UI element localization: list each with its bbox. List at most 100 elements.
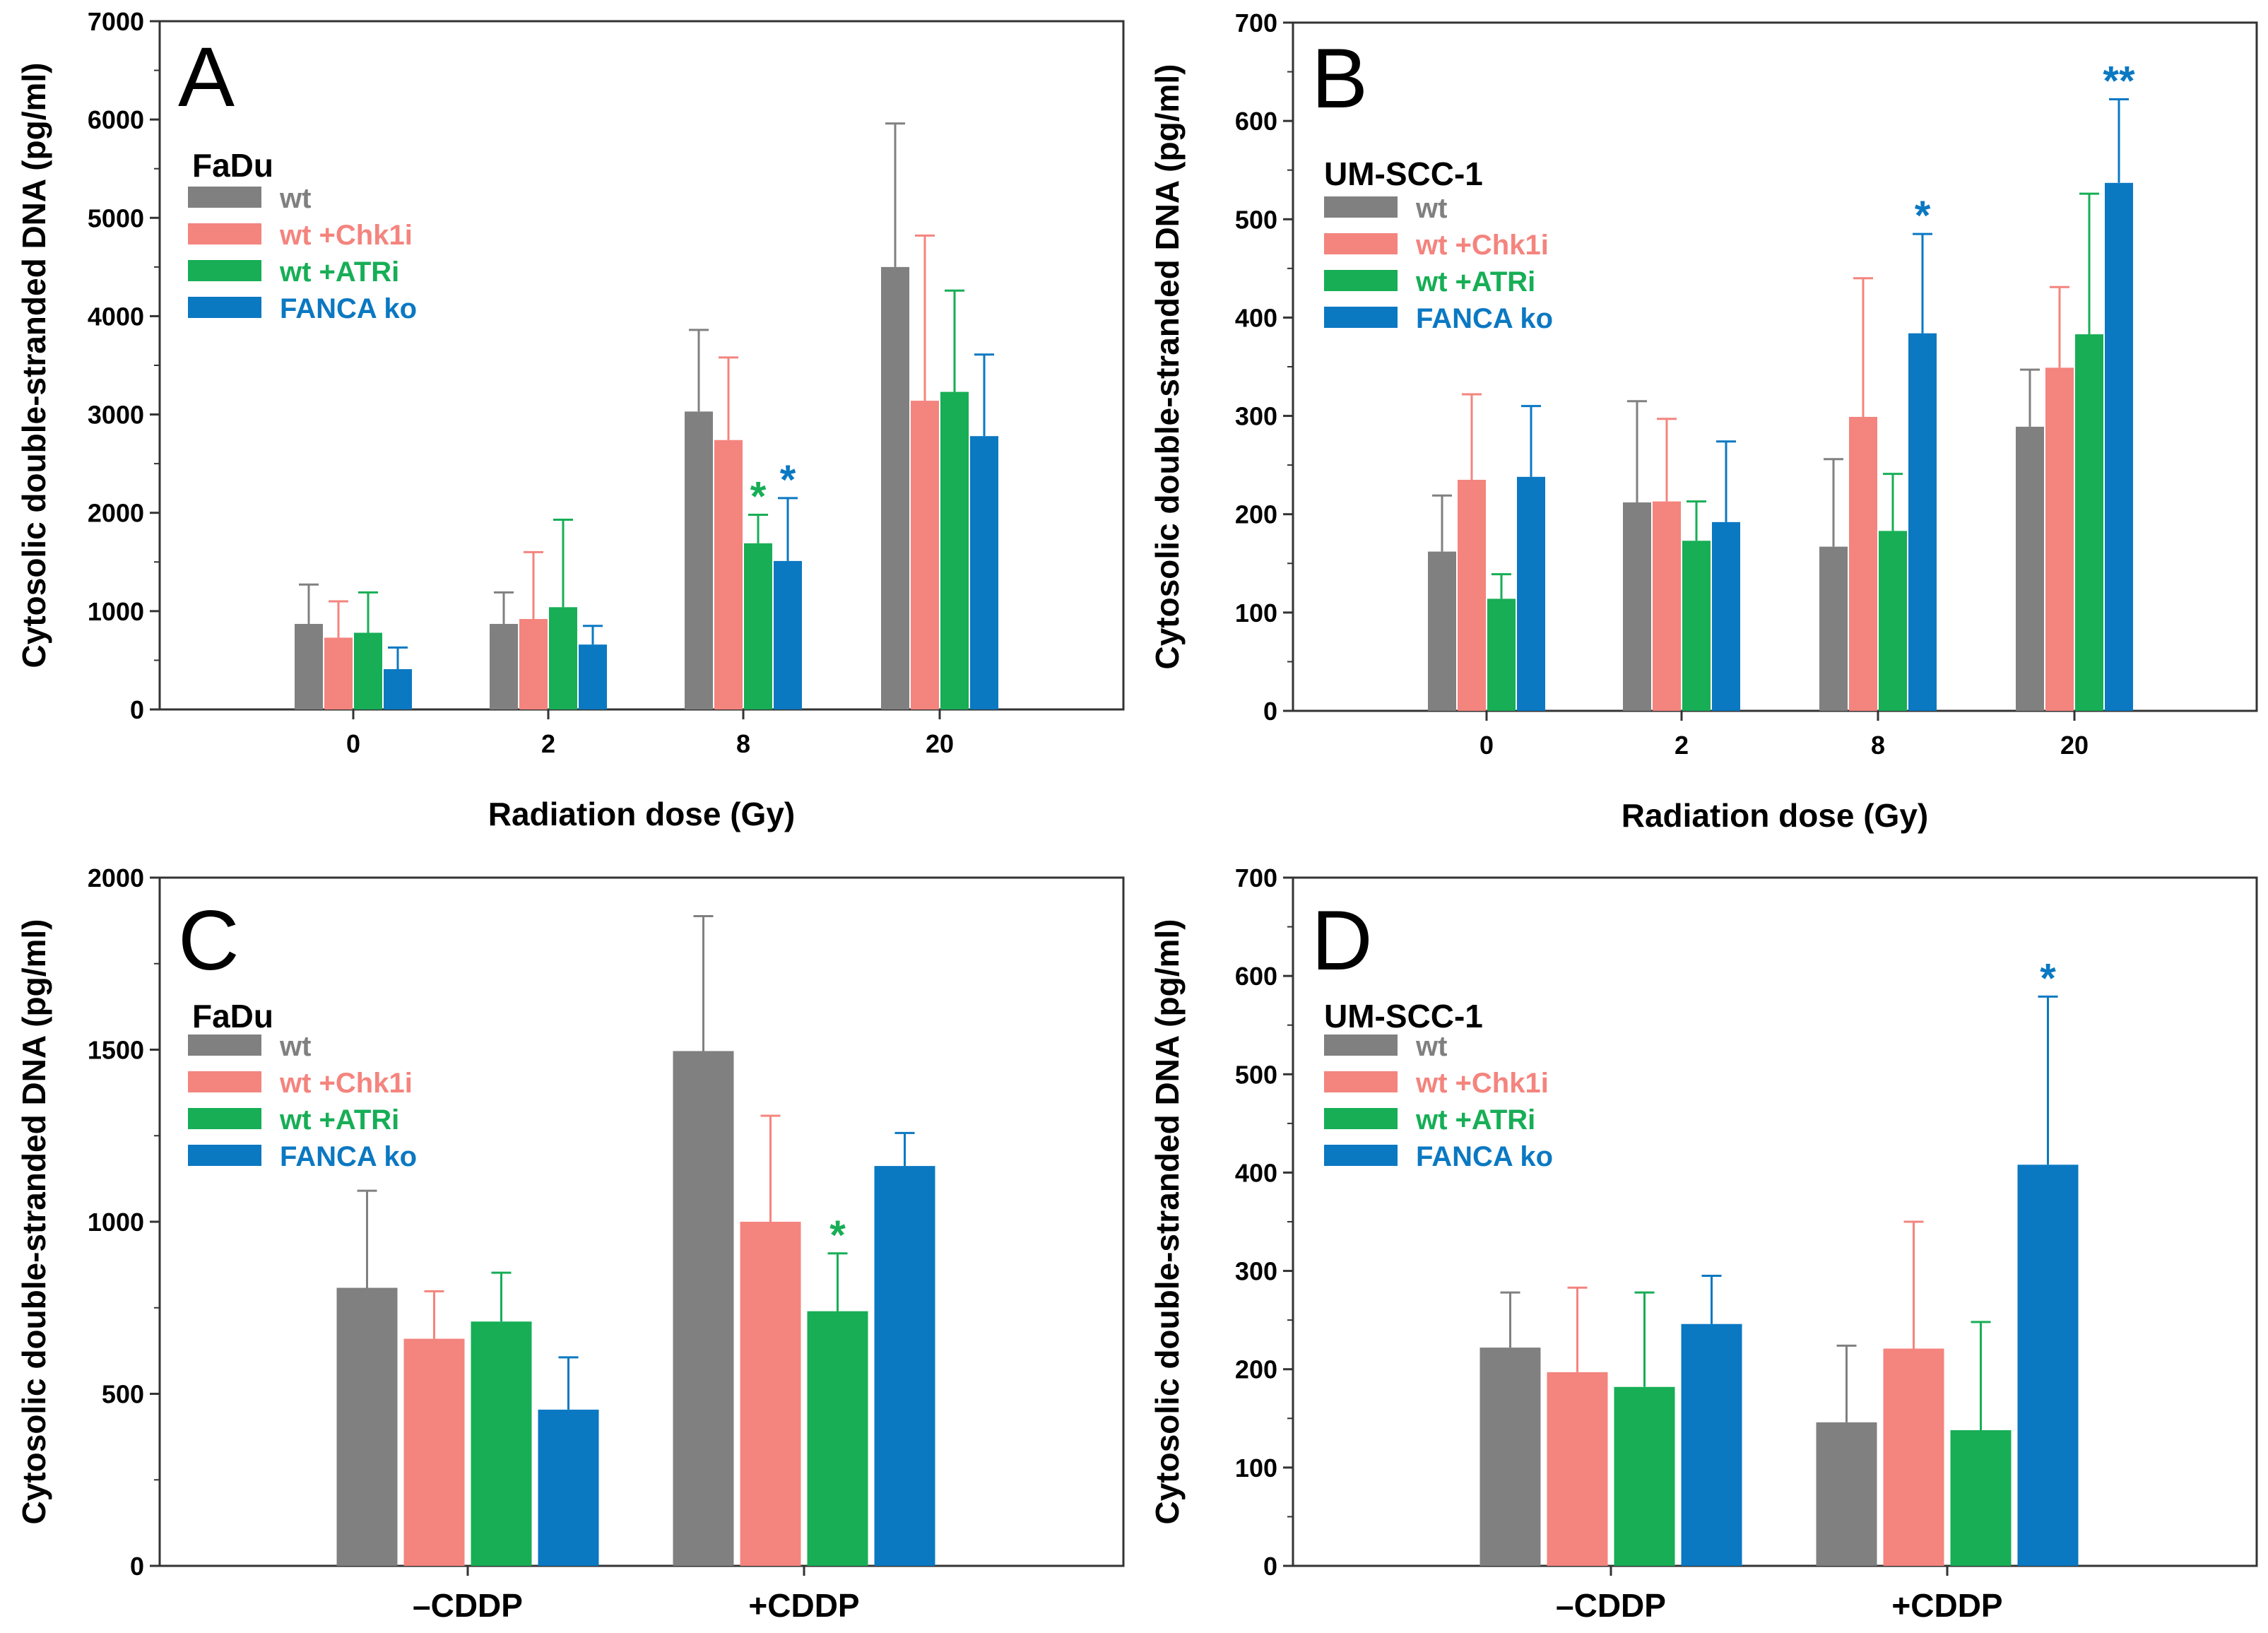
x-tick-label: 0 xyxy=(1479,731,1494,760)
y-tick-label: 500 xyxy=(102,1380,144,1409)
y-axis-title: Cytosolic double-stranded DNA (pg/ml) xyxy=(16,919,52,1525)
x-tick-label: 0 xyxy=(346,729,360,758)
y-tick-label: 400 xyxy=(1235,1158,1277,1187)
legend: wt wt +Chk1i wt +ATRi FANCA ko xyxy=(1324,1031,1553,1172)
y-tick-label: 7000 xyxy=(88,7,144,36)
legend-swatch xyxy=(1324,270,1398,291)
bar xyxy=(2045,367,2074,711)
bar xyxy=(1614,1386,1675,1566)
x-tick-label: –CDDP xyxy=(413,1587,523,1624)
y-tick-label: 200 xyxy=(1235,1355,1277,1384)
legend-label: FANCA ko xyxy=(280,293,417,324)
y-tick-label: 1500 xyxy=(88,1036,144,1065)
panel-letter: D xyxy=(1311,893,1373,988)
legend-swatch xyxy=(1324,233,1398,254)
legend-label: FANCA ko xyxy=(280,1141,417,1172)
y-tick-label: 2000 xyxy=(88,499,144,528)
y-tick-label: 4000 xyxy=(88,302,144,331)
x-tick-label: 8 xyxy=(736,729,750,758)
chart-panel-d: 0 100 200 300 400 500 600 700 Cytosolic double-s… xyxy=(1149,863,2258,1624)
panel-letter: C xyxy=(178,893,240,988)
bar xyxy=(538,1409,599,1566)
legend-label: wt +ATRi xyxy=(1415,266,1535,297)
y-tick-label: 0 xyxy=(1263,697,1277,726)
bar xyxy=(549,607,577,709)
legend-swatch xyxy=(188,1034,261,1056)
legend-swatch xyxy=(1324,1145,1398,1166)
legend-swatch xyxy=(1324,1034,1398,1056)
bar xyxy=(1849,416,1877,711)
legend-swatch xyxy=(188,260,261,281)
panel-letter: A xyxy=(178,30,235,124)
legend-label: wt +ATRi xyxy=(279,257,399,288)
legend: wt wt +Chk1i wt +ATRi FANCA ko xyxy=(188,183,417,324)
bar xyxy=(1879,531,1907,711)
bar xyxy=(324,637,353,709)
significance-marker: * xyxy=(750,473,767,519)
bar xyxy=(1547,1372,1608,1566)
plot-frame xyxy=(1292,876,2258,1567)
y-tick-label: 0 xyxy=(130,695,144,724)
legend-swatch xyxy=(1324,1071,1398,1092)
legend-swatch xyxy=(188,1108,261,1129)
x-tick-label: 8 xyxy=(1871,731,1885,760)
bar xyxy=(673,1051,734,1566)
bar xyxy=(1458,480,1486,711)
bar xyxy=(2075,334,2103,711)
y-tick-label: 700 xyxy=(1235,863,1277,892)
bar xyxy=(1908,333,1937,712)
y-tick-label: 1000 xyxy=(88,597,144,626)
bar xyxy=(744,543,772,709)
x-tick-label: 20 xyxy=(926,729,954,758)
y-tick-label: 600 xyxy=(1235,962,1277,991)
bar xyxy=(471,1321,532,1566)
x-tick-label: 2 xyxy=(541,729,555,758)
y-axis-title: Cytosolic double-stranded DNA (pg/ml) xyxy=(1149,919,1186,1525)
bar xyxy=(354,632,382,709)
bar xyxy=(881,266,909,709)
legend-swatch xyxy=(188,1145,261,1166)
y-tick-label: 400 xyxy=(1235,303,1277,332)
y-tick-label: 0 xyxy=(1263,1552,1277,1581)
legend-swatch xyxy=(188,187,261,208)
legend-swatch xyxy=(188,297,261,318)
cell-line-label: FaDu xyxy=(192,998,273,1034)
bar xyxy=(874,1166,935,1566)
bar xyxy=(579,644,607,709)
legend-swatch xyxy=(1324,1108,1398,1129)
y-tick-label: 100 xyxy=(1235,599,1277,627)
cell-line-label: UM-SCC-1 xyxy=(1324,998,1483,1034)
bar xyxy=(1682,541,1711,711)
significance-marker: * xyxy=(1915,193,1931,239)
bar xyxy=(1816,1422,1877,1566)
y-tick-label: 700 xyxy=(1235,8,1277,37)
legend-label: wt +ATRi xyxy=(279,1104,399,1136)
y-tick-label: 500 xyxy=(1235,1060,1277,1089)
x-tick-label: 20 xyxy=(2060,731,2089,760)
y-axis-title: Cytosolic double-stranded DNA (pg/ml) xyxy=(16,63,52,668)
chart-panel-c: 0 500 1000 1500 2000 Cytosolic double-strande… xyxy=(16,863,1125,1624)
legend-label: wt xyxy=(279,183,311,214)
bar xyxy=(685,411,713,709)
legend-label: FANCA ko xyxy=(1416,303,1553,334)
significance-marker: * xyxy=(2040,955,2056,1001)
bar xyxy=(2105,182,2133,711)
bar xyxy=(774,560,802,709)
legend-swatch xyxy=(188,223,261,244)
bar xyxy=(1623,502,1651,711)
bar xyxy=(336,1287,398,1566)
plot-frame xyxy=(158,876,1125,1567)
x-tick-label: –CDDP xyxy=(1556,1587,1666,1624)
bar xyxy=(807,1311,868,1566)
y-tick-label: 500 xyxy=(1235,205,1277,234)
significance-marker: * xyxy=(780,457,796,503)
legend: wt wt +Chk1i wt +ATRi FANCA ko xyxy=(1324,193,1553,334)
legend-swatch xyxy=(188,1071,261,1092)
bar xyxy=(1950,1429,2012,1566)
bar xyxy=(940,391,969,709)
legend-swatch xyxy=(1324,307,1398,328)
y-axis-title: Cytosolic double-stranded DNA (pg/ml) xyxy=(1149,64,1186,670)
y-tick-label: 1000 xyxy=(88,1208,144,1237)
panel-letter: B xyxy=(1311,31,1368,126)
